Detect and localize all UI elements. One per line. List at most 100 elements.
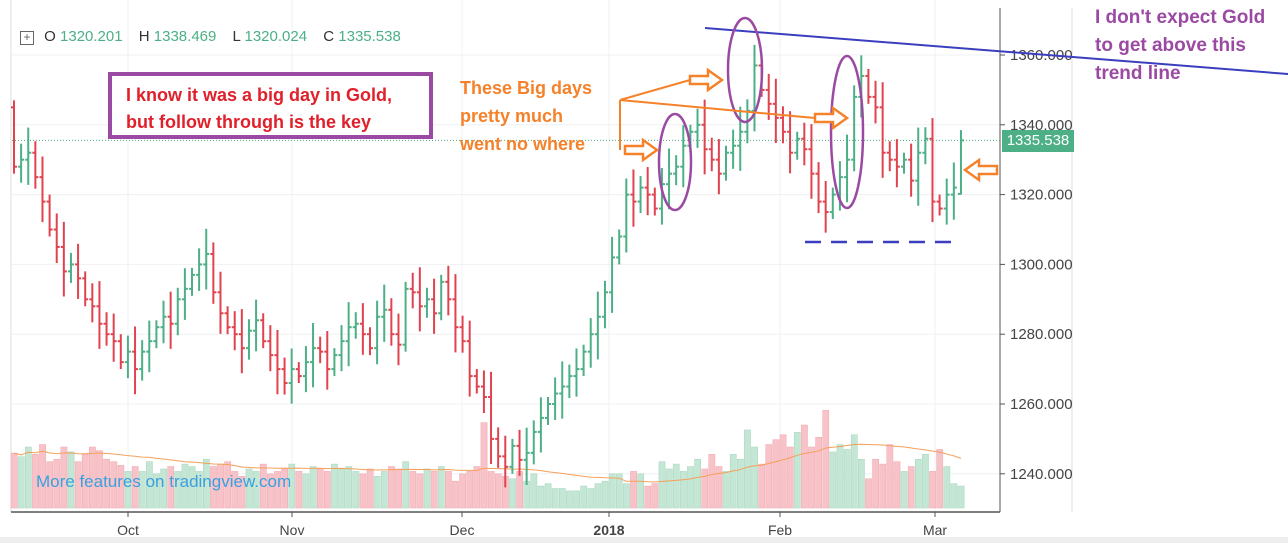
trend-line — [704, 27, 1288, 75]
volume-bar — [445, 471, 452, 509]
ohlc-bar — [245, 319, 252, 360]
ohlc-bar — [609, 236, 616, 313]
volume-bar — [124, 471, 132, 509]
ohlc-bar — [708, 137, 715, 172]
ohlc-bar — [943, 178, 950, 225]
ohlc-bar — [438, 274, 445, 321]
ohlc-bar — [238, 309, 245, 374]
volume-bar — [886, 444, 894, 509]
ohlc-bar — [872, 80, 879, 124]
volume-bar — [907, 466, 915, 509]
ohlc-bar — [587, 318, 594, 368]
ohlc-bar — [957, 130, 964, 195]
ohlc-bar — [901, 152, 907, 174]
volume-bar — [779, 434, 787, 509]
volume-bar — [210, 466, 217, 509]
high-label: H — [138, 28, 150, 45]
volume-bar — [81, 454, 89, 509]
volume-bar — [373, 476, 381, 509]
open-label: O — [44, 28, 56, 45]
high-value: 1338.469 — [153, 28, 217, 45]
ohlc-bar — [637, 176, 644, 214]
volume-bar — [601, 480, 609, 509]
highlight-ellipse — [726, 16, 764, 124]
ohlc-bar — [324, 331, 331, 390]
volume-bar — [274, 471, 281, 509]
orange-line-1: These Big days — [460, 78, 593, 98]
ohlc-bar — [110, 313, 117, 362]
ohlc-bar — [779, 106, 786, 144]
volume-bar — [900, 471, 908, 509]
volume-bar — [167, 466, 175, 509]
ohlc-bar — [217, 271, 224, 334]
ohlc-bar — [495, 427, 502, 468]
ohlc-legend: + O 1320.201 H 1338.469 L 1320.024 C 133… — [20, 28, 413, 45]
volume-bar — [409, 471, 417, 509]
volume-bar — [153, 473, 160, 509]
ohlc-bar — [231, 311, 238, 351]
ohlc-bar — [39, 156, 46, 223]
volume-bar — [452, 480, 459, 509]
ohlc-bar — [936, 194, 943, 216]
volume-bar — [566, 490, 573, 509]
volume-bar — [309, 466, 317, 509]
ohlc-bar — [82, 271, 89, 307]
y-tick-label: 1260.000 — [1010, 396, 1073, 413]
low-value: 1320.024 — [244, 28, 308, 45]
ohlc-bar — [224, 306, 231, 335]
ohlc-bar — [765, 73, 772, 120]
volume-bar — [60, 446, 68, 509]
volume-bar — [89, 446, 96, 509]
y-tick-label: 1320.000 — [1010, 187, 1073, 204]
ohlc-bar — [103, 312, 110, 346]
tradingview-watermark-link[interactable]: More features on tradingview.com — [36, 472, 292, 491]
ohlc-bar — [146, 320, 153, 373]
volume-bar — [858, 458, 865, 509]
volume-bar — [594, 483, 602, 509]
volume-bar — [751, 446, 758, 509]
ohlc-bar — [822, 180, 829, 233]
volume-bar — [765, 444, 773, 509]
ohlc-bar — [537, 397, 544, 453]
ohlc-bar — [644, 167, 651, 216]
orange-left-arrow-icon — [962, 157, 999, 183]
volume-bar — [587, 488, 595, 509]
ohlc-bar — [281, 357, 288, 395]
volume-bar — [103, 458, 111, 509]
volume-bar — [914, 458, 922, 509]
ohlc-bar — [352, 312, 359, 339]
expand-plus-icon[interactable]: + — [20, 31, 34, 45]
volume-bar — [558, 488, 566, 509]
ohlc-bar — [345, 302, 352, 367]
volume-bar — [943, 466, 951, 509]
ohlc-bar — [658, 168, 665, 225]
ohlc-bar — [808, 124, 815, 199]
ohlc-bar — [452, 274, 459, 353]
pointer-line — [619, 99, 816, 119]
volume-bar — [658, 461, 666, 509]
volume-bar — [530, 473, 538, 509]
orange-arrow-icon — [623, 137, 660, 163]
pointer-line — [619, 79, 691, 101]
ohlc-bar — [915, 127, 922, 206]
volume-bar — [480, 422, 488, 509]
y-tick-label: 1340.000 — [1010, 117, 1073, 134]
ohlc-bar — [160, 300, 167, 344]
volume-bar — [188, 466, 196, 509]
ohlc-bar — [559, 361, 566, 419]
ohlc-bar — [893, 139, 900, 188]
volume-bar — [96, 450, 103, 509]
volume-bar — [146, 461, 153, 509]
ohlc-bar — [673, 155, 680, 186]
ohlc-bar — [630, 169, 637, 227]
ohlc-bar — [616, 229, 623, 265]
close-value: 1335.538 — [338, 28, 401, 45]
ohlc-bar — [25, 127, 32, 185]
volume-bar — [893, 461, 901, 509]
volume-bar — [551, 488, 559, 509]
volume-bar — [680, 471, 687, 509]
ohlc-bar — [445, 265, 452, 316]
volume-bar — [281, 468, 289, 509]
